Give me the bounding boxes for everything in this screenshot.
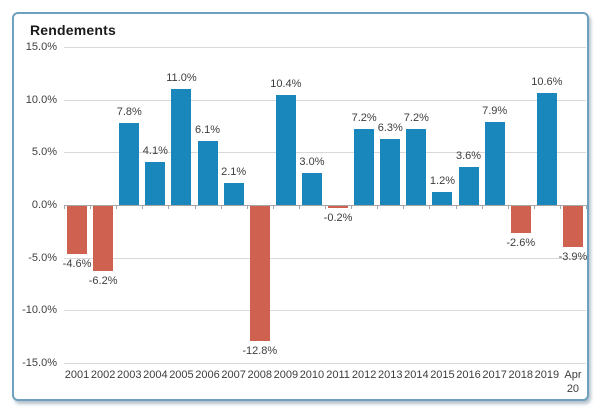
plot-area: 15.0% 10.0% 5.0% 0.0% -5.0% -10.0% -15.0% -4.6%… [22,41,588,395]
gridline [64,310,586,312]
bar-2010 [301,173,322,205]
x-axis-tick-label: 2006 [195,369,220,381]
bar-value-label: 7.2% [403,112,429,125]
bar-value-label: 3.6% [456,150,482,163]
bar-2002 [93,206,114,272]
x-axis-tick-label: 2005 [169,369,194,381]
bar-2013 [380,138,401,205]
bar-2016 [458,167,479,205]
axis-tick [64,205,65,209]
axis-tick [455,205,457,209]
bar-value-label: 11.0% [166,72,197,85]
bar-2006 [197,140,218,205]
x-axis-tick-label: Apr 20 [564,369,582,395]
x-axis-tick-label: 2014 [404,369,429,381]
axis-tick [116,205,118,209]
bar-2014 [406,129,427,205]
bar-value-label: -4.6% [62,258,92,271]
x-axis-tick-label: 2001 [64,369,90,381]
x-axis-tick-label: 2011 [326,369,350,381]
bar-value-label: 7.9% [482,104,508,117]
gridline [64,99,586,101]
bar-2008 [249,206,270,341]
bar-2017 [484,121,505,205]
axis-tick [377,205,379,209]
bar-2011 [328,206,349,209]
gridline [64,152,586,154]
x-axis-tick-label: 2015 [430,369,455,381]
x-axis-tick-label: 2013 [377,369,403,381]
bar-value-label: 6.3% [377,121,403,134]
bar-value-label: 4.1% [142,144,168,157]
bar-2012 [354,129,375,205]
axis-tick [90,205,92,209]
y-axis-tick-label: 5.0% [31,146,57,159]
x-axis-tick-label: 2007 [221,369,246,381]
bar-2003 [119,122,140,205]
x-axis-tick-label: 2003 [116,369,142,381]
bar-2015 [432,192,453,205]
bar-value-label: 2.1% [221,165,247,178]
chart-title: Rendements [30,22,117,38]
axis-tick [586,205,587,209]
axis-tick [168,205,170,209]
bar-value-label: 7.8% [116,105,142,118]
bar-2005 [171,89,192,205]
axis-tick [351,205,353,209]
axis-tick [403,205,405,209]
axis-tick [272,205,274,209]
bar-value-label: -12.8% [242,344,278,357]
x-axis-tick-label: 2018 [508,369,533,381]
bar-2007 [223,182,244,205]
axis-tick [220,205,222,209]
x-axis-tick-label: 2009 [273,369,299,381]
axis-tick [507,205,509,209]
x-axis-tick-label: 2004 [143,369,168,381]
y-axis-tick-label: -15.0% [22,357,57,369]
x-axis-tick-label: 2002 [90,369,116,381]
bar-value-label: 7.2% [351,112,377,125]
y-axis-tick-label: -10.0% [22,304,57,317]
bar-2018 [510,206,531,234]
x-axis-tick-label: 2016 [456,369,481,381]
axis-tick [246,205,248,209]
axis-tick [194,205,196,209]
gridline [64,363,586,364]
bar-2001 [67,206,88,255]
bar-value-label: -2.6% [506,237,536,250]
axis-tick [298,205,300,209]
bar-value-label: 10.4% [270,78,302,91]
bar-value-label: -6.2% [88,275,118,288]
y-axis-tick-label: 0.0% [31,199,57,211]
bar-value-label: 10.6% [531,76,563,89]
x-axis-tick-label: 2019 [534,369,560,381]
axis-tick [559,205,561,209]
chart-panel: Rendements 15.0% 10.0% 5.0% 0.0% -5.0% -10.0%… [12,12,589,401]
x-axis-tick-label: 2012 [351,369,377,381]
bar-2004 [145,161,166,205]
bar-value-label: 3.0% [299,156,325,169]
x-axis-tick-label: 2008 [247,369,272,381]
y-axis-tick-label: -5.0% [28,251,57,264]
y-axis-tick-label: 15.0% [25,41,57,53]
axis-tick [533,205,535,209]
bar-value-label: -3.9% [558,251,588,264]
axis-tick [325,205,326,209]
gridline [64,257,586,259]
gridline [64,47,586,48]
x-axis-tick-label: 2017 [482,369,507,381]
axis-tick [429,205,431,209]
bar-value-label: 1.2% [429,175,455,188]
y-axis-tick-label: 10.0% [25,93,57,106]
axis-tick [481,205,483,209]
bar-value-label: 6.1% [195,123,221,136]
axis-tick [142,205,144,209]
bar-Apr-20 [562,206,583,248]
bar-2009 [275,95,296,205]
bar-value-label: -0.2% [323,212,353,225]
x-axis-tick-label: 2010 [299,369,325,381]
bar-2019 [536,93,557,205]
